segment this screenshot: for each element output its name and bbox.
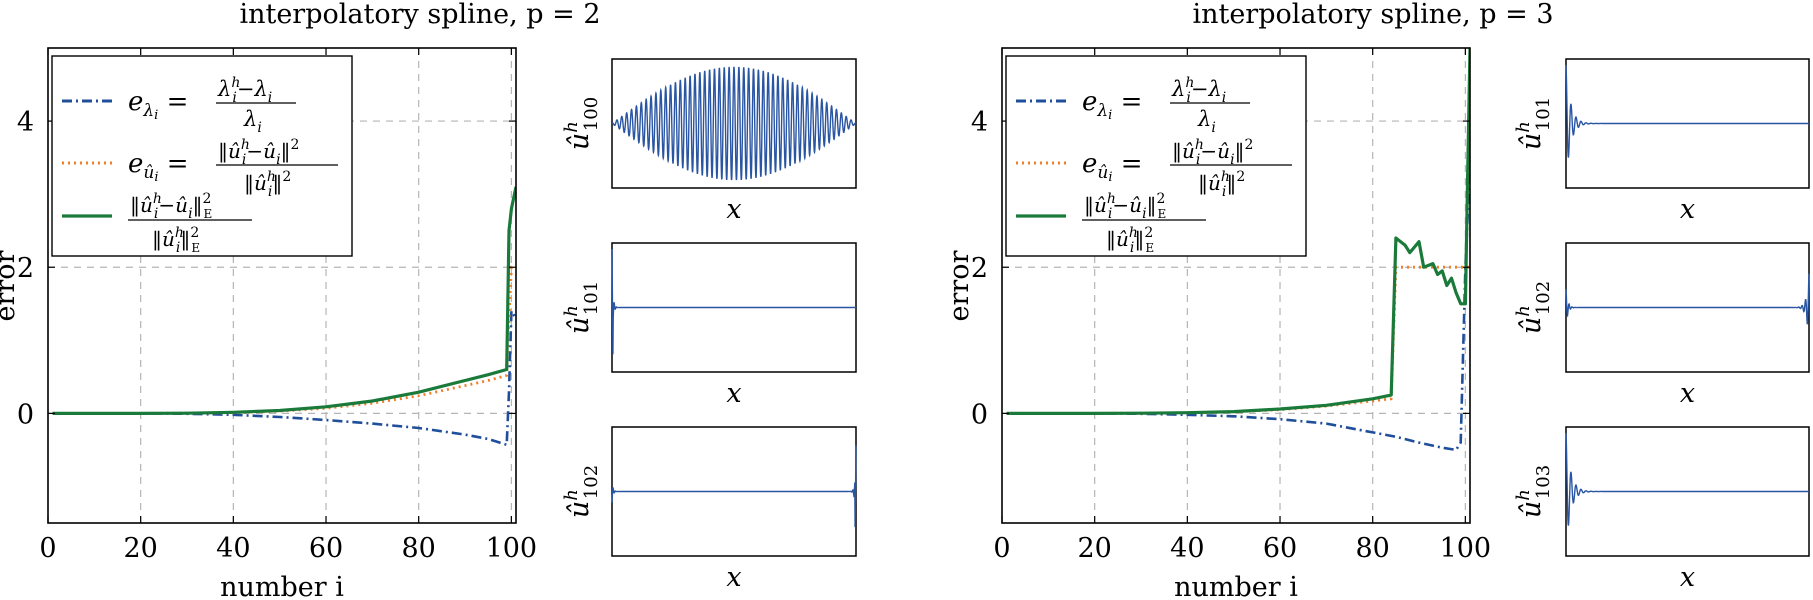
mode-panel-xlabel: x	[726, 194, 741, 225]
chart-left-ylabel: error	[0, 250, 21, 321]
mode-waveform	[1565, 433, 1809, 526]
chart-left-xlabel: number i	[220, 572, 344, 600]
y-tick-label: 2	[971, 253, 988, 284]
svg-text:eûi =: eûi =	[1082, 149, 1143, 185]
mode-panel-ylabel: ûh101	[561, 281, 602, 334]
y-tick-label: 2	[17, 253, 34, 284]
mode-waveform	[1565, 273, 1810, 325]
x-tick-label: 40	[1170, 533, 1204, 564]
y-tick-label: 4	[17, 107, 34, 138]
chart-left: interpolatory spline, p = 2 0 20 40 60 80 100…	[0, 0, 601, 600]
series-line-eigen_error	[1006, 164, 1470, 452]
x-tick-label: 20	[1077, 533, 1111, 564]
chart-left-legend: eλi = λh i−λi λi eûi = ‖ûh i−ûi‖2 ‖ûh i‖2 ‖…	[51, 55, 353, 257]
legend-entry-l2: eûi = ‖ûh i−ûi‖2 ‖ûh i‖2	[128, 137, 338, 200]
mode-panel-ylabel: ûh103	[1513, 465, 1554, 518]
legend-box	[1005, 55, 1307, 257]
chart-left-title: interpolatory spline, p = 2	[239, 0, 600, 30]
series-line-l2_error	[52, 265, 516, 415]
x-tick-label: 20	[123, 533, 157, 564]
chart-right: interpolatory spline, p = 3 0 20 40 60 80 100…	[944, 0, 1554, 600]
svg-text:‖ûhi‖2E: ‖ûh i‖2 E	[1106, 225, 1154, 256]
legend-entry-eigen: eλi = λh i−λi λi	[1082, 75, 1250, 136]
x-tick-label: 100	[486, 533, 538, 564]
x-tick-label: 60	[309, 533, 343, 564]
chart-right-ylabel: error	[944, 250, 975, 321]
mode-panel-xlabel: x	[1680, 562, 1695, 593]
mode-panel-xlabel: x	[726, 378, 741, 409]
mode-waveform	[611, 66, 857, 181]
svg-text:λi: λi	[243, 107, 262, 136]
y-tick-label: 0	[17, 399, 34, 430]
chart-left-series	[52, 186, 516, 447]
mode-panel-left-102: x ûh102	[561, 426, 857, 593]
legend-entry-energy: ‖ûh i−ûi‖2 E ‖ûh i‖2 E	[1082, 191, 1206, 256]
x-tick-label: 40	[216, 533, 250, 564]
x-tick-label: 80	[402, 533, 436, 564]
series-line-eigen_error	[52, 309, 516, 447]
chart-right-xlabel: number i	[1174, 572, 1298, 600]
y-tick-label: 4	[971, 107, 988, 138]
svg-text:λi: λi	[1197, 107, 1216, 136]
series-line-energy_error	[52, 186, 516, 415]
series-line-l2_error	[1006, 265, 1470, 415]
series-line-energy_error	[1006, 48, 1470, 415]
mode-panel-ylabel: ûh102	[1513, 281, 1554, 334]
legend-entry-energy: ‖ûh i−ûi‖2 E ‖ûh i‖2 E	[128, 191, 252, 256]
mode-panel-right-101: x ûh101	[1513, 58, 1810, 225]
svg-text:‖ûhi−ûi‖2: ‖ûh i−ûi‖2	[1172, 137, 1253, 168]
mode-waveform	[611, 249, 856, 355]
x-tick-label: 80	[1356, 533, 1390, 564]
svg-text:‖ûhi‖2E: ‖ûh i‖2 E	[152, 225, 200, 256]
mode-panels: x ûh100 x ûh101 x ûh102 x ûh101 x ûh102 x ûh103	[561, 58, 1810, 593]
chart-right-frame	[1001, 47, 1471, 524]
chart-right-title: interpolatory spline, p = 3	[1192, 0, 1553, 30]
svg-text:λhi−λi: λh i−λi	[1171, 75, 1226, 106]
legend-entry-eigen: eλi = λh i−λi λi	[128, 75, 296, 136]
chart-right-series	[1006, 48, 1470, 452]
x-tick-label: 0	[39, 533, 56, 564]
svg-text:‖ûhi−ûi‖2E: ‖ûh i−ûi‖2 E	[130, 191, 212, 222]
mode-panel-right-102: x ûh102	[1513, 242, 1810, 409]
mode-panel-right-103: x ûh103	[1513, 426, 1810, 593]
x-tick-label: 60	[1263, 533, 1297, 564]
chart-left-frame	[47, 47, 517, 524]
x-tick-label: 100	[1440, 533, 1492, 564]
mode-panel-xlabel: x	[726, 562, 741, 593]
x-tick-label: 0	[993, 533, 1010, 564]
mode-panel-xlabel: x	[1680, 378, 1695, 409]
legend-entry-l2: eûi = ‖ûh i−ûi‖2 ‖ûh i‖2	[1082, 137, 1292, 200]
chart-right-ticks: 0 20 40 60 80 100 0 2 4	[971, 48, 1491, 564]
mode-waveform	[611, 445, 857, 528]
mode-panel-left-101: x ûh101	[561, 242, 857, 409]
legend-box	[51, 55, 353, 257]
mode-panel-ylabel: ûh101	[1513, 97, 1554, 150]
mode-waveform	[1565, 65, 1809, 158]
y-tick-label: 0	[971, 399, 988, 430]
mode-panel-ylabel: ûh102	[561, 465, 602, 518]
svg-text:λhi−λi: λh i−λi	[217, 75, 272, 106]
chart-left-ticks: 0 20 40 60 80 100 0 2 4	[17, 48, 537, 564]
mode-panel-left-100: x ûh100	[561, 58, 857, 225]
svg-text:‖ûhi−ûi‖2: ‖ûh i−ûi‖2	[218, 137, 299, 168]
mode-panel-ylabel: ûh100	[561, 97, 602, 150]
chart-right-legend: eλi = λh i−λi λi eûi = ‖ûh i−ûi‖2 ‖ûh i‖2 ‖…	[1005, 55, 1307, 257]
svg-text:‖ûhi‖2: ‖ûh i‖2	[244, 169, 291, 200]
svg-text:‖ûhi−ûi‖2E: ‖ûh i−ûi‖2 E	[1084, 191, 1166, 222]
mode-panel-xlabel: x	[1680, 194, 1695, 225]
